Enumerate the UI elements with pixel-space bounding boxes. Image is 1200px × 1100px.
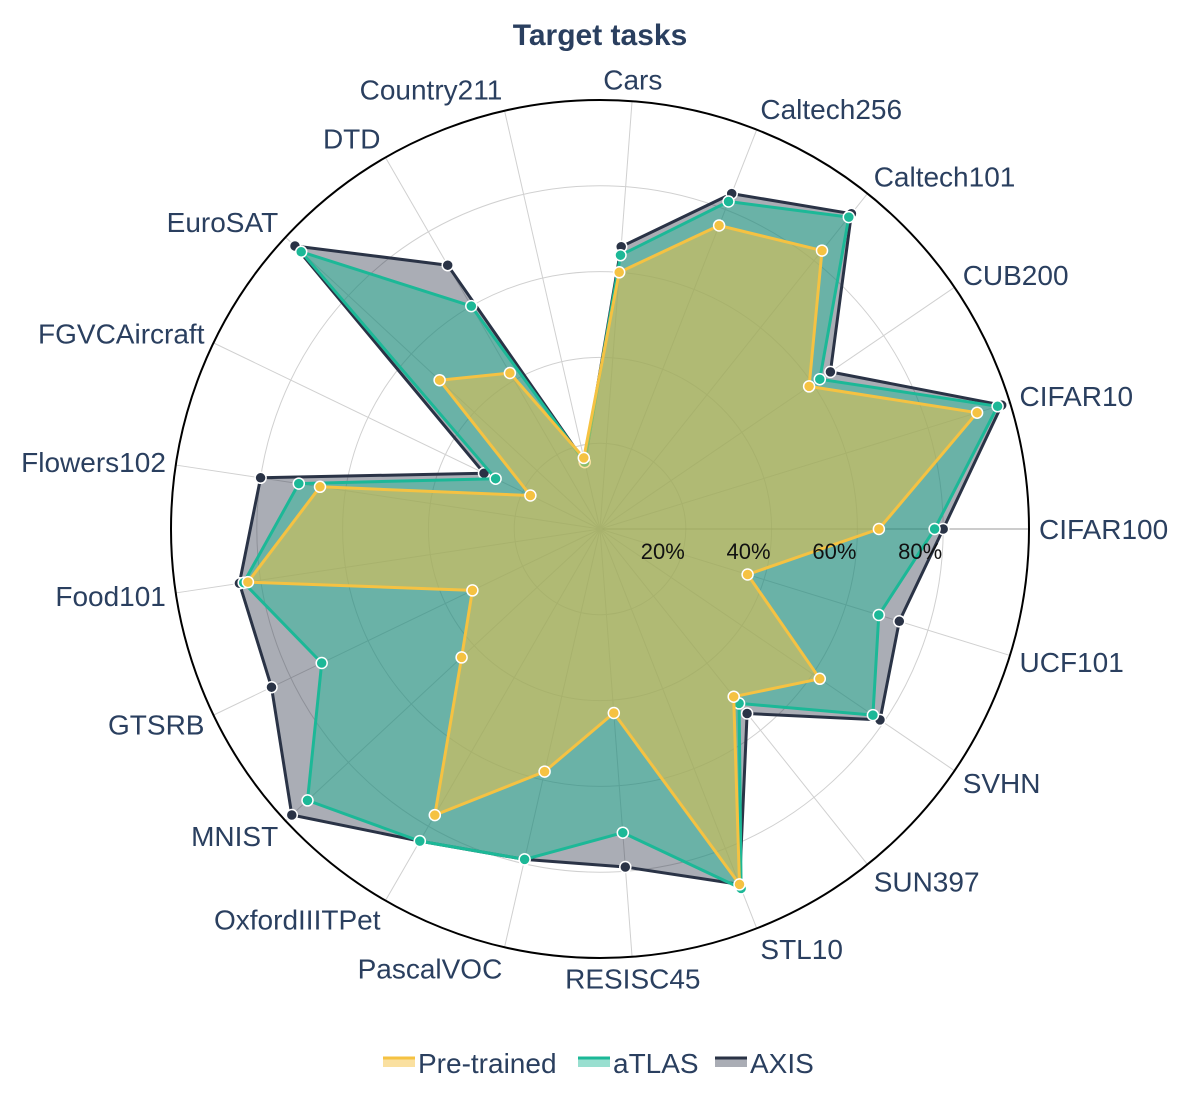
- category-label-SUN397: SUN397: [874, 867, 980, 898]
- category-label-Caltech256: Caltech256: [760, 94, 902, 125]
- category-label-CIFAR100: CIFAR100: [1039, 514, 1168, 545]
- category-label-UCF101: UCF101: [1020, 647, 1124, 678]
- point-Pre-trained-UCF101[interactable]: [741, 568, 754, 581]
- point-Pre-trained-Caltech101[interactable]: [815, 244, 829, 257]
- series-area-Pre-trained: [246, 224, 979, 886]
- point-AXIS-MNIST[interactable]: [285, 808, 299, 822]
- point-Pre-trained-Cars[interactable]: [612, 266, 626, 279]
- radial-tick-labels: 20% 40% 60% 80%: [641, 539, 942, 564]
- point-aTLAS-Caltech256[interactable]: [722, 195, 735, 208]
- point-aTLAS-FGVCAircraft[interactable]: [489, 472, 502, 485]
- point-aTLAS-UCF101[interactable]: [872, 608, 886, 622]
- point-aTLAS-Caltech101[interactable]: [842, 210, 856, 224]
- point-Pre-trained-PascalVOC[interactable]: [538, 765, 551, 778]
- point-aTLAS-GTSRB[interactable]: [315, 656, 328, 670]
- point-Pre-trained-CUB200[interactable]: [802, 380, 816, 393]
- point-AXIS-GTSRB[interactable]: [265, 680, 278, 694]
- point-AXIS-SUN397[interactable]: [740, 707, 754, 720]
- point-Pre-trained-SVHN[interactable]: [813, 672, 827, 686]
- point-Pre-trained-OxfordIIITPet[interactable]: [428, 808, 442, 822]
- point-aTLAS-Flowers102[interactable]: [292, 477, 306, 490]
- category-label-DTD: DTD: [323, 123, 381, 154]
- point-Pre-trained-GTSRB[interactable]: [466, 584, 479, 597]
- category-label-Cars: Cars: [603, 64, 662, 95]
- point-aTLAS-Cars[interactable]: [614, 248, 627, 262]
- point-aTLAS-SVHN[interactable]: [866, 708, 880, 722]
- category-label-MNIST: MNIST: [191, 821, 278, 852]
- category-label-Flowers102: Flowers102: [21, 447, 166, 478]
- category-label-EuroSAT: EuroSAT: [167, 207, 279, 238]
- legend-label: aTLAS: [613, 1048, 699, 1079]
- point-aTLAS-CUB200[interactable]: [813, 372, 827, 386]
- point-aTLAS-OxfordIIITPet[interactable]: [413, 834, 427, 848]
- legend-swatch-fill: [715, 1057, 747, 1067]
- legend-item-aTLAS[interactable]: aTLAS: [578, 1048, 699, 1079]
- point-AXIS-CUB200[interactable]: [824, 365, 837, 379]
- legend-item-AXIS[interactable]: AXIS: [715, 1048, 814, 1079]
- point-Pre-trained-Country211[interactable]: [577, 451, 591, 465]
- point-Pre-trained-MNIST[interactable]: [455, 651, 468, 664]
- legend-label: AXIS: [750, 1048, 814, 1079]
- chart-title: Target tasks: [513, 19, 688, 52]
- point-Pre-trained-RESISC45[interactable]: [607, 706, 621, 720]
- series-Pre-trained: [241, 219, 984, 891]
- outer-circle: [170, 99, 1030, 959]
- legend-label: Pre-trained: [418, 1048, 557, 1079]
- category-label-Country211: Country211: [360, 74, 503, 105]
- category-label-CUB200: CUB200: [963, 260, 1069, 291]
- legend-swatch-fill: [578, 1057, 610, 1067]
- point-AXIS-DTD[interactable]: [441, 258, 454, 272]
- legend-item-Pre-trained[interactable]: Pre-trained: [383, 1048, 557, 1079]
- category-label-RESISC45: RESISC45: [565, 964, 700, 995]
- point-Pre-trained-SUN397[interactable]: [727, 690, 740, 703]
- radar-series: [233, 187, 1008, 895]
- point-AXIS-RESISC45[interactable]: [619, 860, 632, 874]
- legend[interactable]: Pre-trained aTLAS AXIS: [383, 1048, 814, 1079]
- point-Pre-trained-Food101[interactable]: [241, 575, 255, 589]
- point-Pre-trained-Flowers102[interactable]: [313, 480, 327, 494]
- legend-swatch-fill: [383, 1057, 415, 1067]
- category-label-PascalVOC: PascalVOC: [358, 954, 503, 985]
- category-label-STL10: STL10: [760, 934, 843, 965]
- point-aTLAS-MNIST[interactable]: [301, 794, 314, 807]
- point-aTLAS-EuroSAT[interactable]: [294, 245, 308, 259]
- category-label-OxfordIIITPet: OxfordIIITPet: [214, 905, 381, 936]
- point-AXIS-UCF101[interactable]: [893, 615, 906, 628]
- point-Pre-trained-CIFAR10[interactable]: [970, 406, 984, 419]
- category-label-Food101: Food101: [55, 581, 166, 612]
- category-labels: CIFAR100 CIFAR10 CUB200 Caltech101 Caltech25…: [21, 64, 1168, 994]
- point-Pre-trained-CIFAR100[interactable]: [872, 522, 886, 536]
- point-aTLAS-DTD[interactable]: [465, 299, 478, 313]
- point-aTLAS-CIFAR100[interactable]: [928, 522, 941, 536]
- point-AXIS-Flowers102[interactable]: [254, 471, 267, 485]
- category-label-CIFAR10: CIFAR10: [1020, 381, 1134, 412]
- radial-tick-60: 60%: [812, 539, 856, 564]
- point-Pre-trained-FGVCAircraft[interactable]: [524, 489, 537, 502]
- point-Pre-trained-EuroSAT[interactable]: [433, 373, 446, 387]
- point-aTLAS-RESISC45[interactable]: [616, 826, 630, 839]
- radial-tick-20: 20%: [641, 539, 685, 564]
- point-aTLAS-CIFAR10[interactable]: [991, 400, 1004, 413]
- category-label-SVHN: SVHN: [963, 768, 1041, 799]
- radial-tick-80: 80%: [898, 539, 942, 564]
- radial-tick-40: 40%: [727, 539, 771, 564]
- category-label-Caltech101: Caltech101: [874, 161, 1016, 192]
- point-Pre-trained-STL10[interactable]: [733, 878, 746, 891]
- point-Pre-trained-Caltech256[interactable]: [712, 219, 726, 232]
- category-label-FGVCAircraft: FGVCAircraft: [38, 318, 205, 349]
- point-aTLAS-PascalVOC[interactable]: [518, 853, 531, 866]
- point-Pre-trained-DTD[interactable]: [503, 366, 517, 380]
- category-label-GTSRB: GTSRB: [108, 710, 204, 741]
